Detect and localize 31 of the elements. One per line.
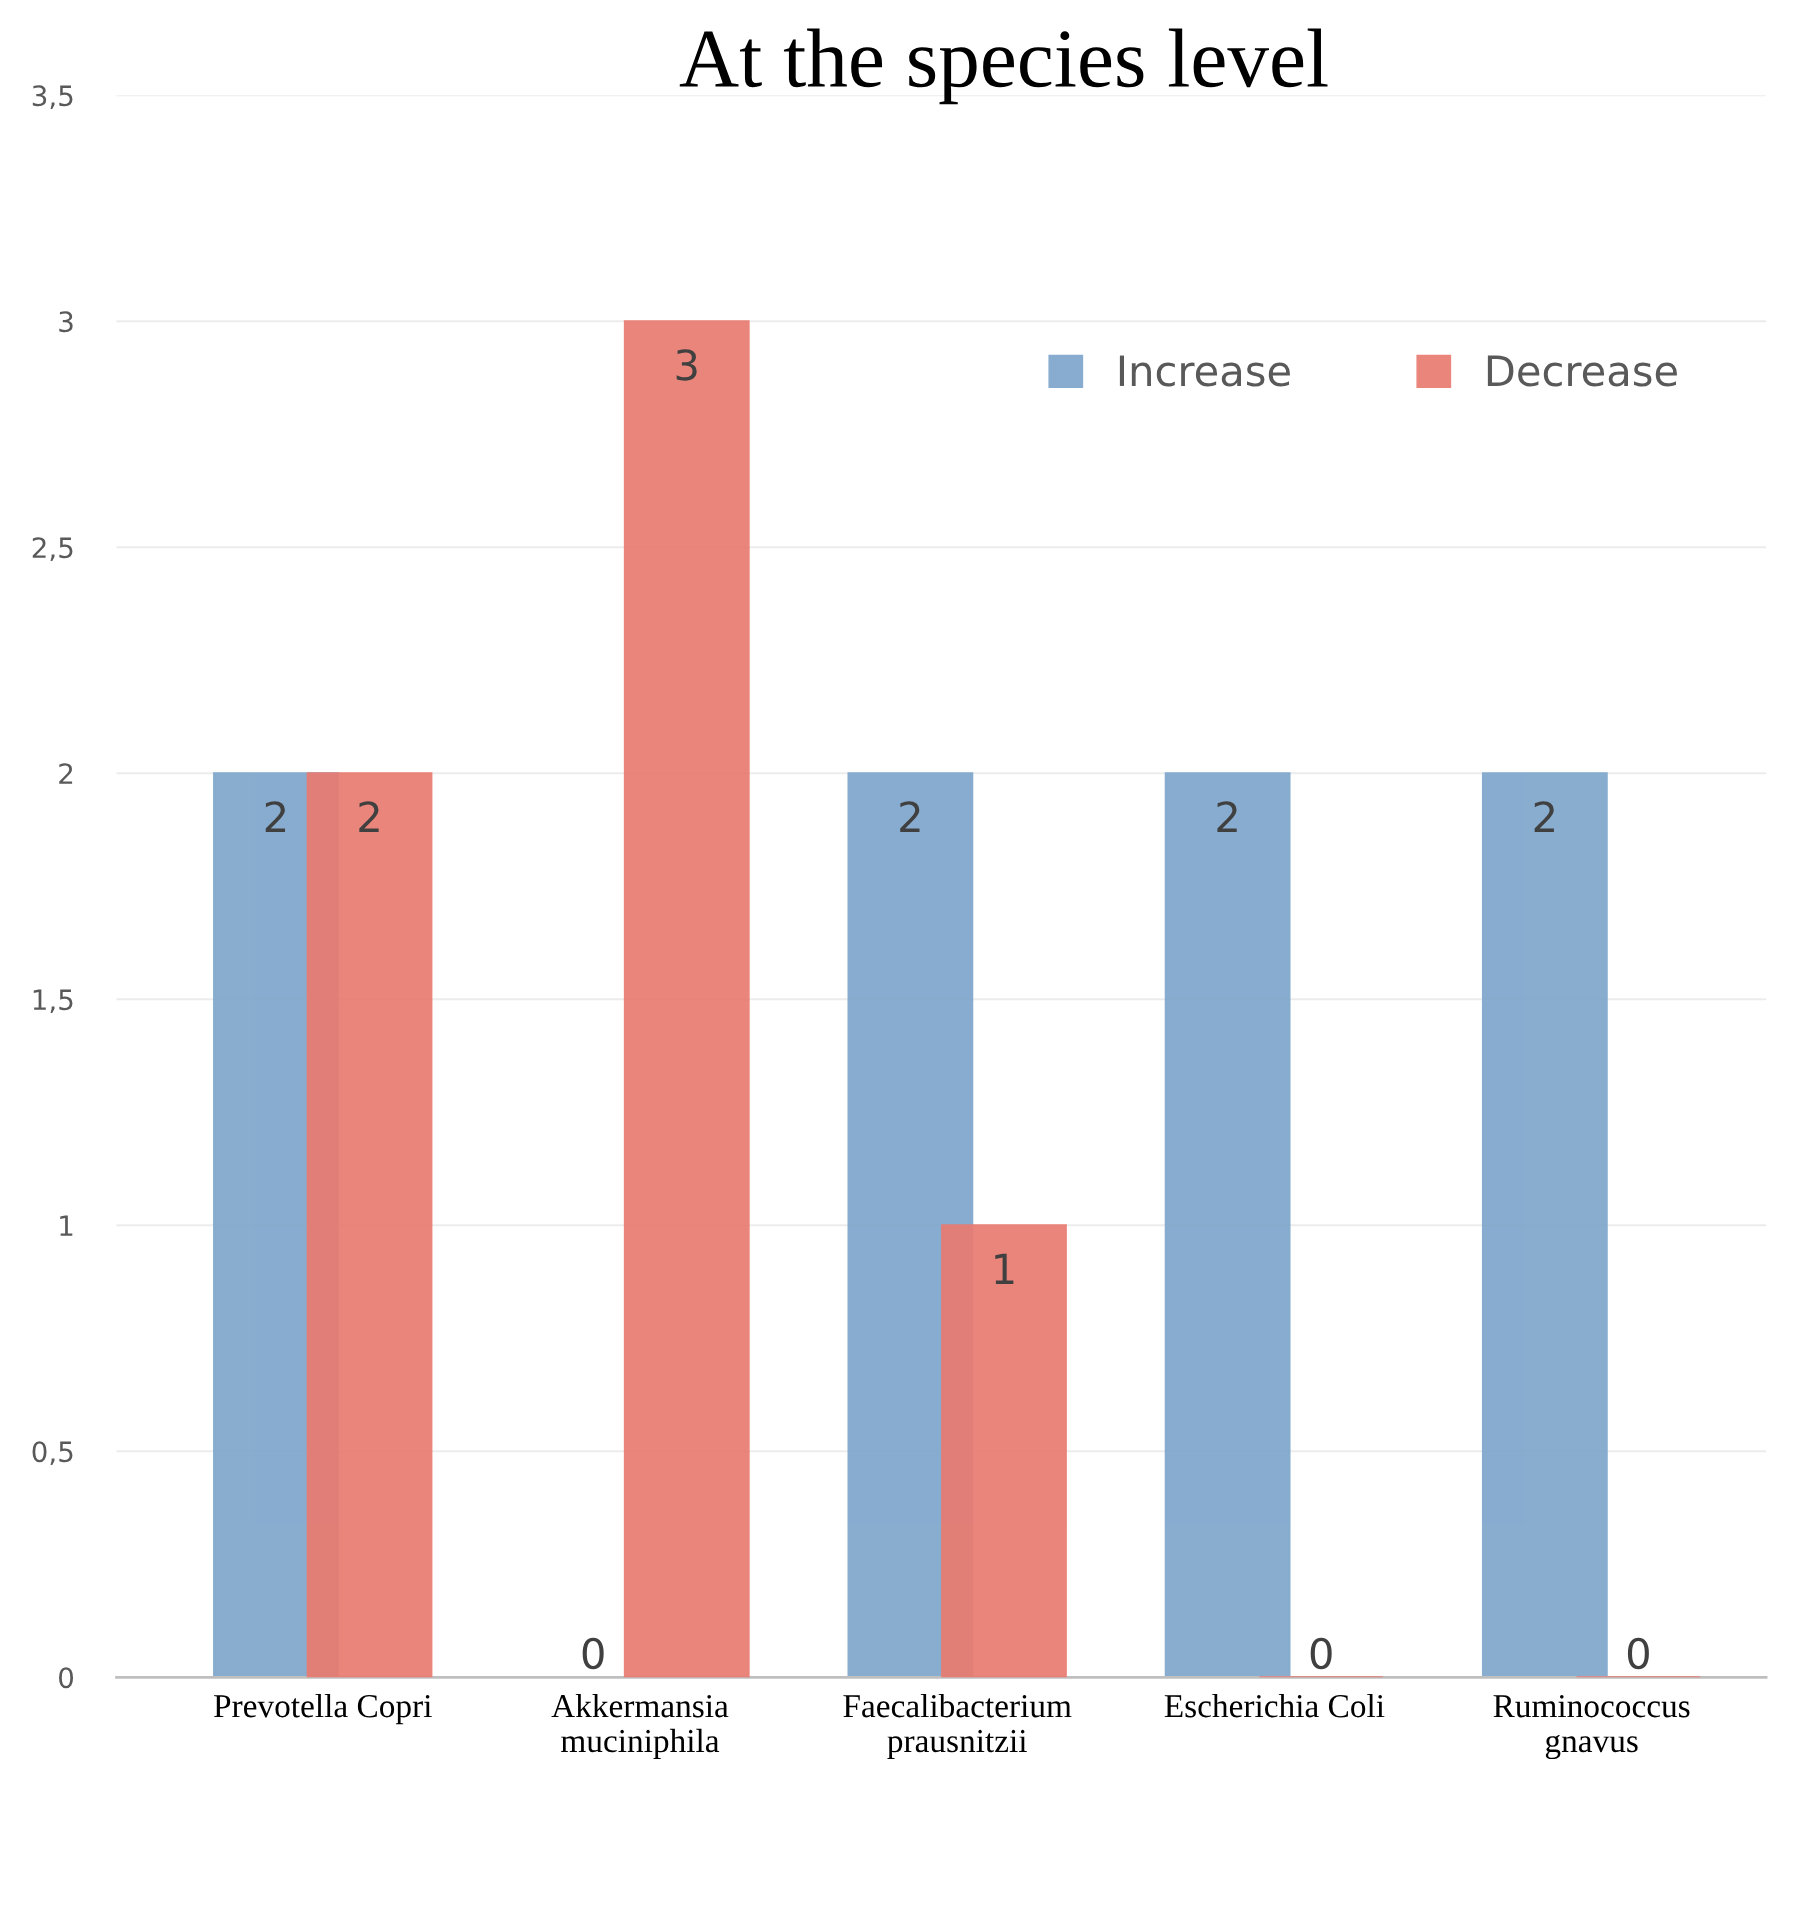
y-tick-label: 3,5: [32, 85, 73, 110]
x-tick-label: Akkermansia muciniphila: [551, 1693, 729, 1760]
data-label: 0: [582, 1637, 604, 1670]
bar: [1164, 772, 1291, 1678]
legend-label: Decrease: [1487, 355, 1677, 387]
y-tick-label: 3: [59, 311, 73, 333]
y-tick-label: 2: [59, 763, 73, 784]
y-tick-label: 1: [60, 1215, 73, 1236]
data-label: 2: [1217, 801, 1237, 833]
bar: [623, 320, 750, 1678]
bar: [1481, 772, 1608, 1678]
y-tick-label: 2,5: [32, 537, 73, 562]
y-tick-label: 1,5: [33, 989, 73, 1014]
x-tick-label: Prevotella Copri: [214, 1693, 432, 1725]
bar: [306, 772, 433, 1678]
legend-label: Increase: [1119, 355, 1290, 387]
x-tick-label: Faecalibacterium prausnitzii: [843, 1693, 1072, 1760]
data-label: 2: [265, 801, 286, 833]
data-label: 0: [1310, 1637, 1332, 1670]
data-label: 3: [676, 349, 697, 381]
data-label: 2: [359, 801, 379, 833]
x-tick-label: Escherichia Coli: [1164, 1693, 1385, 1718]
y-tick-label: 0,5: [32, 1441, 73, 1466]
data-label: 0: [1627, 1637, 1649, 1670]
y-tick-label: 0: [59, 1667, 74, 1689]
bar: [941, 1224, 1067, 1678]
data-label: 1: [995, 1253, 1014, 1285]
x-tick-label: Ruminococcus gnavus: [1493, 1695, 1690, 1760]
chart-title: At the species level: [679, 28, 1328, 105]
data-label: 2: [1534, 801, 1554, 833]
data-label: 2: [900, 801, 920, 833]
